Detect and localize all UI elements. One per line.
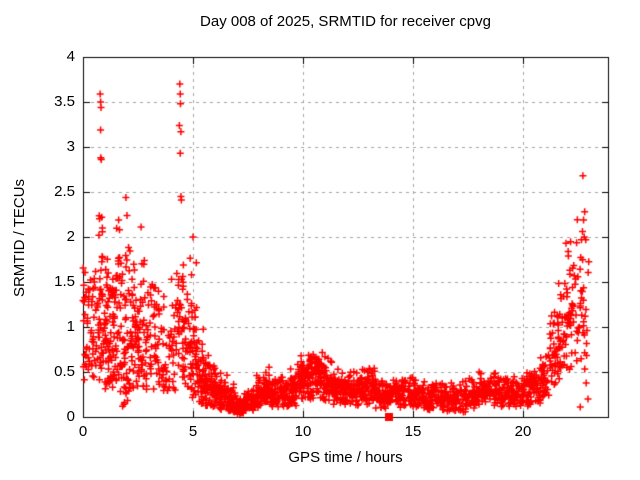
x-axis-label: GPS time / hours: [288, 449, 403, 466]
x-tick-label: 5: [188, 423, 198, 440]
y-tick-label: 4: [66, 48, 75, 65]
x-tick-label: 10: [294, 423, 312, 440]
y-tick-label: 2.5: [54, 183, 75, 200]
y-tick-label: 3: [66, 138, 75, 155]
y-tick-label: 0: [66, 408, 75, 425]
chart-title: Day 008 of 2025, SRMTID for receiver cpv…: [200, 13, 491, 30]
x-tick-label: 15: [404, 423, 422, 440]
y-tick-label: 1.5: [54, 273, 75, 290]
x-tick-label: 0: [78, 423, 88, 440]
y-tick-label: 2: [66, 228, 75, 245]
y-tick-label: 1: [66, 318, 75, 335]
y-tick-label: 0.5: [54, 363, 75, 380]
y-tick-label: 3.5: [54, 93, 75, 110]
x-tick-label: 20: [514, 423, 532, 440]
